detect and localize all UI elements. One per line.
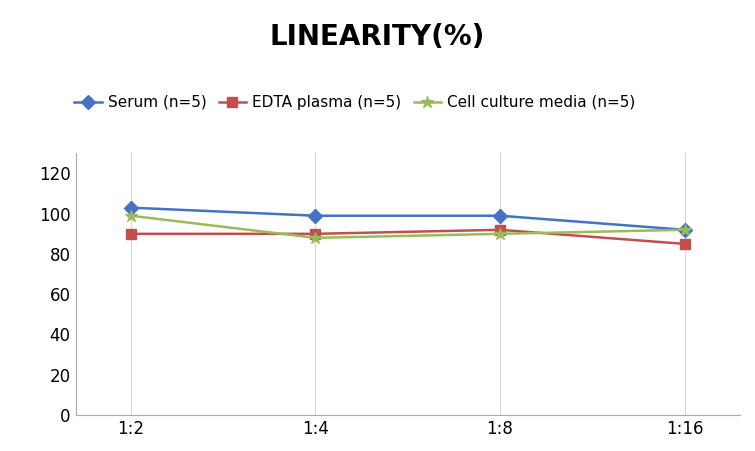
Line: Serum (n=5): Serum (n=5)	[126, 203, 689, 235]
Legend: Serum (n=5), EDTA plasma (n=5), Cell culture media (n=5): Serum (n=5), EDTA plasma (n=5), Cell cul…	[68, 89, 642, 116]
Cell culture media (n=5)	[311, 235, 320, 240]
EDTA plasma (n=5)	[495, 227, 504, 233]
Serum (n=5)	[126, 205, 135, 210]
Text: LINEARITY(%): LINEARITY(%)	[270, 23, 485, 51]
EDTA plasma (n=5)	[126, 231, 135, 236]
EDTA plasma (n=5)	[680, 241, 689, 247]
Serum (n=5)	[495, 213, 504, 218]
Cell culture media (n=5)	[126, 213, 135, 218]
Cell culture media (n=5)	[495, 231, 504, 236]
Cell culture media (n=5)	[680, 227, 689, 233]
Line: EDTA plasma (n=5): EDTA plasma (n=5)	[126, 225, 689, 249]
EDTA plasma (n=5)	[311, 231, 320, 236]
Line: Cell culture media (n=5): Cell culture media (n=5)	[125, 209, 691, 244]
Serum (n=5)	[311, 213, 320, 218]
Serum (n=5)	[680, 227, 689, 233]
